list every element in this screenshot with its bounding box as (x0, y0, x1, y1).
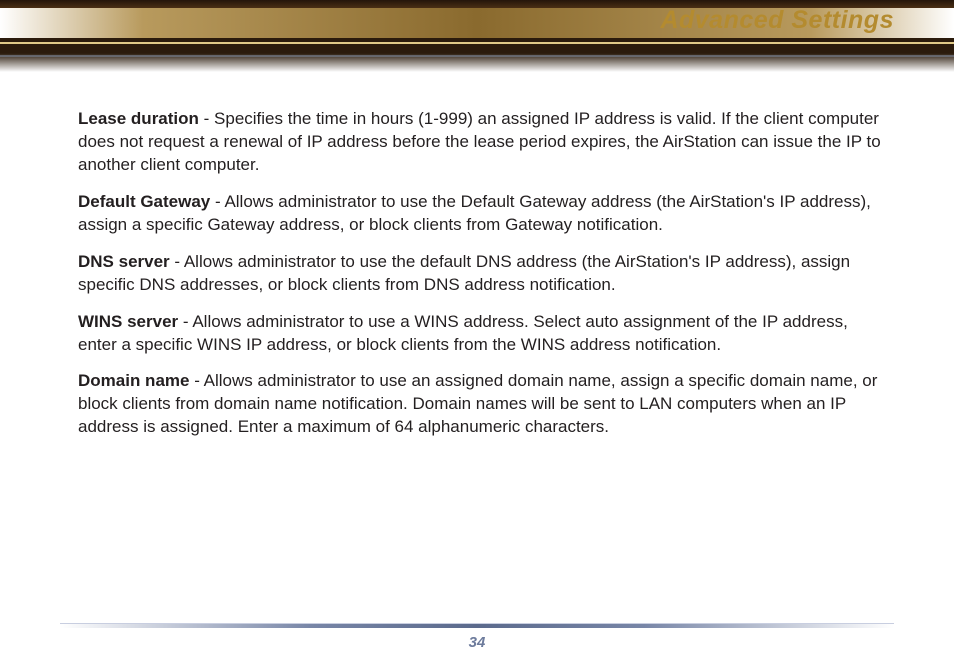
page-body: Lease duration - Specifies the time in h… (0, 70, 954, 439)
page-title: Advanced Settings (660, 6, 894, 35)
header-strip-accent-line (0, 42, 954, 44)
paragraph-default-gateway: Default Gateway - Allows administrator t… (78, 191, 884, 237)
term-domain-name: Domain name (78, 371, 189, 390)
footer-divider (60, 623, 894, 628)
page-footer: 34 (0, 623, 954, 651)
term-dns-server: DNS server (78, 252, 170, 271)
paragraph-wins-server: WINS server - Allows administrator to us… (78, 311, 884, 357)
desc-wins-server: - Allows administrator to use a WINS add… (78, 312, 848, 354)
term-lease-duration: Lease duration (78, 109, 199, 128)
desc-dns-server: - Allows administrator to use the defaul… (78, 252, 850, 294)
paragraph-dns-server: DNS server - Allows administrator to use… (78, 251, 884, 297)
header-strip-accent-line-2 (0, 55, 954, 57)
paragraph-lease-duration: Lease duration - Specifies the time in h… (78, 108, 884, 177)
desc-lease-duration: - Specifies the time in hours (1-999) an… (78, 109, 881, 174)
paragraph-domain-name: Domain name - Allows administrator to us… (78, 370, 884, 439)
page-number: 34 (0, 634, 954, 651)
term-default-gateway: Default Gateway (78, 192, 215, 211)
term-wins-server: WINS server (78, 312, 178, 331)
desc-domain-name: - Allows administrator to use an assigne… (78, 371, 877, 436)
header-strip: Advanced Settings (0, 0, 954, 70)
